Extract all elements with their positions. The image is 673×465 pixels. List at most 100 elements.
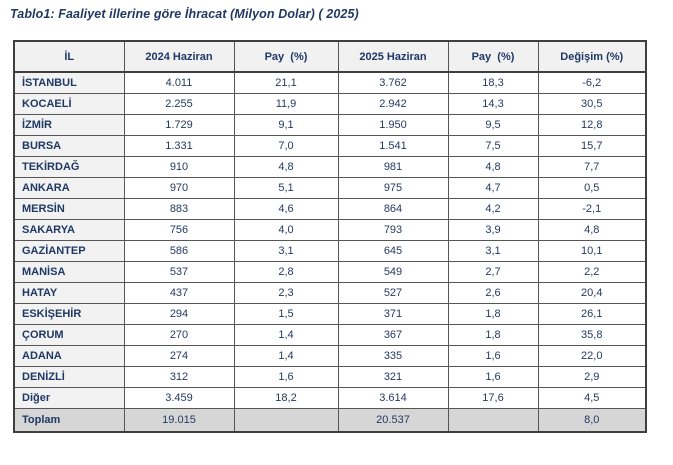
value-cell: 2,7 xyxy=(447,261,539,283)
value-cell: 981 xyxy=(337,156,449,178)
header-cell-pay-2025: Pay (%) xyxy=(447,40,539,73)
value-cell: 1.729 xyxy=(123,114,235,136)
value-cell: 4,8 xyxy=(537,219,647,241)
value-cell: 321 xyxy=(337,366,449,388)
province-cell: BURSA xyxy=(13,135,125,157)
value-cell: 3.614 xyxy=(337,387,449,409)
value-cell: 4,8 xyxy=(447,156,539,178)
export-table: İL 2024 Haziran Pay (%) 2025 Haziran Pay… xyxy=(13,40,647,433)
value-cell: 3.762 xyxy=(337,71,449,94)
province-cell: Toplam xyxy=(13,408,125,433)
table-row: MANİSA 537 2,8 549 2,7 2,2 xyxy=(13,261,647,283)
value-cell: 1,6 xyxy=(447,366,539,388)
table-row: HATAY 437 2,3 527 2,6 20,4 xyxy=(13,282,647,304)
value-cell: -6,2 xyxy=(537,71,647,94)
total-row: Toplam 19.015 20.537 8,0 xyxy=(13,408,647,433)
value-cell: 20,4 xyxy=(537,282,647,304)
value-cell: 312 xyxy=(123,366,235,388)
value-cell: 1,6 xyxy=(447,345,539,367)
value-cell: 2,6 xyxy=(447,282,539,304)
value-cell: 3.459 xyxy=(123,387,235,409)
value-cell: 1,8 xyxy=(447,303,539,325)
value-cell: 4,8 xyxy=(233,156,339,178)
value-cell: 4,0 xyxy=(233,219,339,241)
table-header: İL 2024 Haziran Pay (%) 2025 Haziran Pay… xyxy=(13,40,647,73)
value-cell: 527 xyxy=(337,282,449,304)
value-cell: 335 xyxy=(337,345,449,367)
value-cell: 270 xyxy=(123,324,235,346)
value-cell: 883 xyxy=(123,198,235,220)
value-cell: 9,5 xyxy=(447,114,539,136)
value-cell: 970 xyxy=(123,177,235,199)
value-cell: 9,1 xyxy=(233,114,339,136)
province-cell: TEKİRDAĞ xyxy=(13,156,125,178)
value-cell: 2.942 xyxy=(337,93,449,115)
province-cell: ADANA xyxy=(13,345,125,367)
table-row: DENİZLİ 312 1,6 321 1,6 2,9 xyxy=(13,366,647,388)
table-row: MERSİN 883 4,6 864 4,2 -2,1 xyxy=(13,198,647,220)
value-cell: 5,1 xyxy=(233,177,339,199)
value-cell: 3,9 xyxy=(447,219,539,241)
province-cell: KOCAELİ xyxy=(13,93,125,115)
value-cell: 17,6 xyxy=(447,387,539,409)
province-cell: MANİSA xyxy=(13,261,125,283)
value-cell: 549 xyxy=(337,261,449,283)
value-cell: 26,1 xyxy=(537,303,647,325)
value-cell: 864 xyxy=(337,198,449,220)
value-cell: 18,2 xyxy=(233,387,339,409)
value-cell: 7,7 xyxy=(537,156,647,178)
table-row: ESKİŞEHİR 294 1,5 371 1,8 26,1 xyxy=(13,303,647,325)
table-row: İSTANBUL 4.011 21,1 3.762 18,3 -6,2 xyxy=(13,71,647,94)
value-cell: 1.331 xyxy=(123,135,235,157)
value-cell: 7,0 xyxy=(233,135,339,157)
header-cell-2024-haziran: 2024 Haziran xyxy=(123,40,235,73)
table-row: SAKARYA 756 4,0 793 3,9 4,8 xyxy=(13,219,647,241)
value-cell: 910 xyxy=(123,156,235,178)
value-cell: 274 xyxy=(123,345,235,367)
value-cell: 4,2 xyxy=(447,198,539,220)
value-cell: 367 xyxy=(337,324,449,346)
value-cell: 7,5 xyxy=(447,135,539,157)
province-cell: İZMİR xyxy=(13,114,125,136)
value-cell: 4,7 xyxy=(447,177,539,199)
value-cell: 793 xyxy=(337,219,449,241)
header-row: İL 2024 Haziran Pay (%) 2025 Haziran Pay… xyxy=(13,40,647,73)
value-cell: 1.950 xyxy=(337,114,449,136)
table-title: Tablo1: Faaliyet illerine göre İhracat (… xyxy=(10,7,359,21)
header-cell-degisim: Değişim (%) xyxy=(537,40,647,73)
value-cell: 645 xyxy=(337,240,449,262)
value-cell: 2,9 xyxy=(537,366,647,388)
table-row: İZMİR 1.729 9,1 1.950 9,5 12,8 xyxy=(13,114,647,136)
value-cell: 15,7 xyxy=(537,135,647,157)
province-cell: HATAY xyxy=(13,282,125,304)
value-cell: 14,3 xyxy=(447,93,539,115)
value-cell: 10,1 xyxy=(537,240,647,262)
value-cell: 35,8 xyxy=(537,324,647,346)
value-cell: 30,5 xyxy=(537,93,647,115)
table-row: KOCAELİ 2.255 11,9 2.942 14,3 30,5 xyxy=(13,93,647,115)
value-cell: 1,8 xyxy=(447,324,539,346)
value-cell: 537 xyxy=(123,261,235,283)
province-cell: İSTANBUL xyxy=(13,71,125,94)
table-row: BURSA 1.331 7,0 1.541 7,5 15,7 xyxy=(13,135,647,157)
table-row: GAZİANTEP 586 3,1 645 3,1 10,1 xyxy=(13,240,647,262)
value-cell: 0,5 xyxy=(537,177,647,199)
value-cell: 22,0 xyxy=(537,345,647,367)
province-cell: SAKARYA xyxy=(13,219,125,241)
value-cell: 437 xyxy=(123,282,235,304)
table-body: İSTANBUL 4.011 21,1 3.762 18,3 -6,2 KOCAELİ 2.2… xyxy=(13,71,647,433)
value-cell: 1,5 xyxy=(233,303,339,325)
header-cell-il: İL xyxy=(13,40,125,73)
province-cell: GAZİANTEP xyxy=(13,240,125,262)
value-cell: 371 xyxy=(337,303,449,325)
value-cell xyxy=(447,408,539,433)
province-cell: DENİZLİ xyxy=(13,366,125,388)
table-row: TEKİRDAĞ 910 4,8 981 4,8 7,7 xyxy=(13,156,647,178)
value-cell: 294 xyxy=(123,303,235,325)
value-cell: -2,1 xyxy=(537,198,647,220)
value-cell: 2.255 xyxy=(123,93,235,115)
value-cell: 756 xyxy=(123,219,235,241)
province-cell: Diğer xyxy=(13,387,125,409)
value-cell: 8,0 xyxy=(537,408,647,433)
province-cell: ESKİŞEHİR xyxy=(13,303,125,325)
